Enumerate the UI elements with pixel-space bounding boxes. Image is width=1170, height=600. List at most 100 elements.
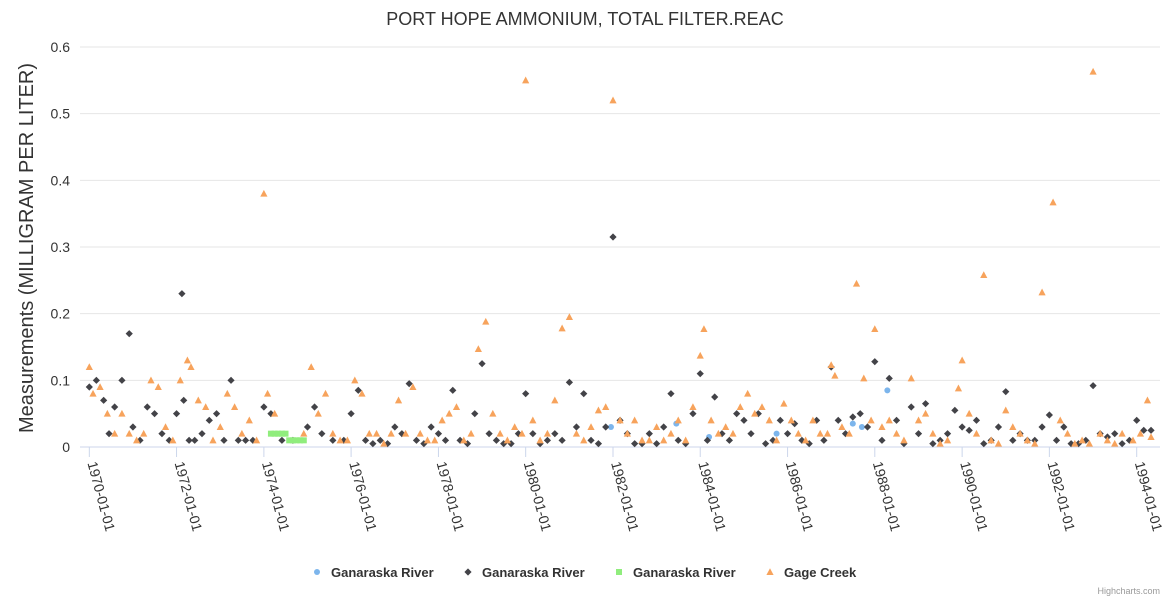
y-tick-label: 0.6: [51, 39, 71, 55]
data-point: [689, 410, 697, 418]
data-point: [1060, 423, 1068, 431]
data-point: [489, 409, 497, 417]
data-point: [245, 416, 253, 424]
legend-item[interactable]: Ganaraska River: [616, 565, 736, 580]
data-point: [1089, 67, 1097, 75]
legend-item[interactable]: Ganaraska River: [314, 565, 434, 580]
data-point: [1133, 416, 1141, 424]
data-point: [118, 409, 126, 417]
data-point: [507, 440, 515, 448]
data-point: [707, 416, 715, 424]
data-point: [696, 351, 704, 359]
data-point: [1136, 429, 1145, 437]
data-point: [522, 76, 530, 84]
data-point: [849, 420, 856, 427]
data-point: [594, 406, 603, 414]
data-point: [231, 403, 239, 410]
data-point: [1147, 433, 1155, 440]
data-point: [485, 430, 493, 438]
data-point: [682, 436, 690, 444]
data-point: [343, 436, 352, 444]
data-point: [1129, 436, 1137, 444]
data-point: [1118, 440, 1126, 448]
data-point: [314, 409, 322, 417]
data-point: [674, 436, 682, 444]
data-point: [1071, 439, 1079, 447]
data-point: [965, 426, 973, 434]
legend-item[interactable]: Ganaraska River: [464, 565, 585, 580]
data-point: [587, 423, 595, 430]
credits-link[interactable]: Highcharts.com: [1097, 586, 1160, 596]
data-point: [787, 416, 795, 424]
series-square: [267, 430, 307, 444]
data-point: [289, 437, 296, 444]
legend-label: Ganaraska River: [331, 565, 434, 580]
data-point: [929, 429, 937, 437]
data-point: [543, 429, 552, 437]
data-point: [607, 424, 614, 430]
data-point: [558, 324, 566, 332]
data-point: [987, 436, 995, 444]
data-point: [212, 410, 221, 418]
data-point: [1118, 429, 1126, 437]
data-point: [1089, 382, 1097, 390]
data-point: [176, 376, 184, 384]
data-point: [972, 416, 981, 424]
data-point: [496, 429, 504, 437]
data-point: [271, 409, 279, 417]
data-point: [300, 437, 307, 444]
data-point: [827, 361, 835, 368]
data-point: [129, 423, 137, 431]
data-point: [1147, 426, 1155, 434]
data-point: [871, 325, 879, 332]
data-point: [1103, 436, 1112, 444]
legend-label: Ganaraska River: [482, 565, 585, 580]
data-point: [594, 440, 603, 448]
data-point: [96, 383, 104, 390]
data-point: [703, 436, 712, 444]
data-point: [958, 356, 966, 364]
data-point: [754, 410, 762, 418]
y-tick-label: 0: [62, 439, 70, 455]
data-point: [892, 429, 901, 437]
data-point: [361, 436, 370, 444]
data-point: [816, 429, 824, 437]
data-point: [820, 436, 828, 444]
data-point: [321, 389, 330, 397]
data-point: [191, 436, 199, 444]
data-point: [609, 233, 617, 241]
data-point: [89, 389, 97, 397]
data-point: [260, 403, 268, 411]
data-point: [449, 386, 457, 394]
data-point: [660, 423, 668, 431]
data-point: [303, 423, 312, 431]
data-point: [452, 403, 461, 410]
data-point: [776, 416, 784, 424]
data-point: [278, 430, 285, 437]
data-point: [1023, 436, 1031, 444]
data-point: [580, 390, 588, 398]
data-point: [103, 409, 111, 417]
data-point: [674, 416, 682, 424]
data-point: [482, 317, 490, 325]
data-point: [700, 325, 708, 332]
data-point: [125, 429, 133, 437]
data-point: [1111, 439, 1119, 447]
data-point: [921, 409, 930, 417]
data-point: [921, 400, 930, 408]
data-point: [307, 363, 315, 370]
data-point: [660, 436, 668, 444]
data-point: [645, 430, 653, 438]
data-point: [616, 416, 624, 424]
data-point: [907, 374, 915, 382]
legend-item[interactable]: Gage Creek: [766, 565, 857, 580]
data-point: [460, 436, 468, 444]
data-point: [329, 429, 337, 437]
data-point: [878, 423, 886, 430]
data-point: [871, 358, 879, 366]
data-point: [401, 429, 410, 437]
data-point: [543, 436, 552, 444]
data-point: [623, 429, 631, 437]
